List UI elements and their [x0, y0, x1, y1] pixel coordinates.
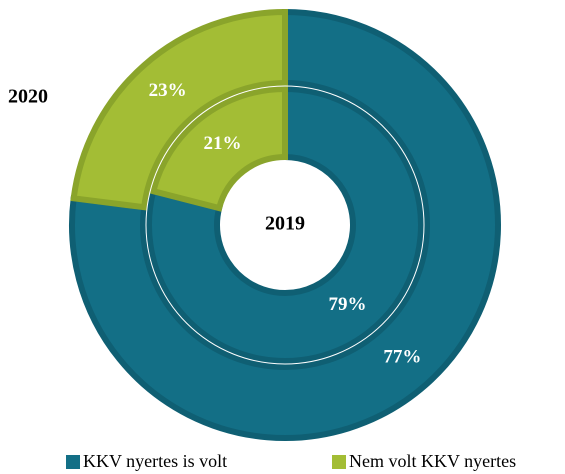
legend-swatch — [66, 455, 80, 469]
donut-hole-edge — [145, 85, 425, 365]
data-label: 21% — [203, 133, 241, 154]
legend-label: KKV nyertes is volt — [83, 451, 227, 471]
inner-ring-label: 2019 — [265, 213, 305, 235]
legend-swatch — [332, 455, 346, 469]
donut-segment — [146, 85, 424, 364]
data-label: 79% — [329, 294, 367, 315]
outer-ring-label: 2020 — [8, 86, 48, 108]
donut-segment — [69, 8, 501, 441]
donut-segment — [149, 85, 288, 212]
donut-segment — [70, 8, 288, 211]
data-label: 77% — [383, 347, 421, 368]
legend-label: Nem volt KKV nyertes — [349, 451, 516, 471]
data-label: 23% — [149, 80, 187, 101]
